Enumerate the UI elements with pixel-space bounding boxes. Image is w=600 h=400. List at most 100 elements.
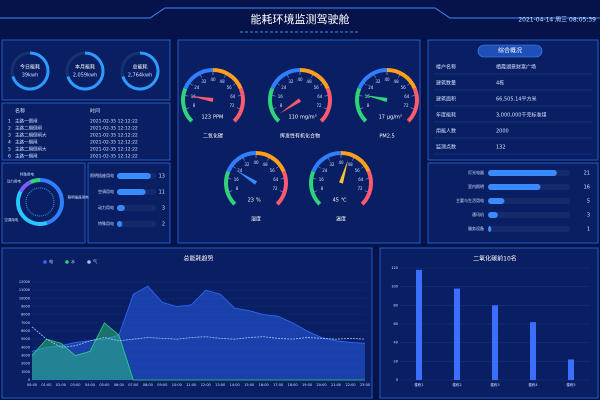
- gauge-tick-label: 24: [368, 85, 374, 90]
- x-tick-label: 19:00: [302, 383, 312, 387]
- bar: [117, 173, 151, 179]
- gauge-tick-label: 8: [321, 186, 324, 191]
- panel-trend: [1, 247, 373, 399]
- gauge-label: 二氧化碳: [203, 133, 223, 140]
- bar-value: 1: [587, 227, 590, 233]
- y-tick-label: 11000: [19, 288, 30, 292]
- gauge-tick-label: 32: [201, 79, 207, 84]
- gauge-band: [319, 87, 332, 123]
- y-tick-label: 80: [394, 303, 398, 307]
- panel-overview: [427, 39, 599, 161]
- donut-label: 照明插座用电: [68, 195, 89, 200]
- gauge-band: [224, 170, 237, 206]
- bar-label: 照明插座用电: [90, 172, 114, 178]
- bar-label: 通讯机: [472, 211, 484, 217]
- donut-slice: [16, 190, 48, 226]
- gauge-tick-label: 40: [384, 77, 390, 82]
- x-tick-label: 00:00: [27, 383, 37, 387]
- gauge-unit: ℃: [341, 198, 347, 204]
- bar-track: [488, 198, 570, 204]
- gauge-tick: [328, 157, 330, 161]
- gauge-tick-label: 16: [319, 177, 325, 182]
- y-tick-label: 7000: [21, 321, 30, 325]
- gauge-tick-label: 16: [365, 94, 371, 99]
- chart-title: 总能耗趋势: [183, 255, 213, 263]
- gauge-tick: [311, 74, 313, 78]
- gauge-unit: %: [256, 198, 261, 204]
- gauge-band: [340, 151, 371, 173]
- gauge-tick: [318, 166, 321, 169]
- gauge-band: [357, 68, 388, 90]
- gauge-tick-label: 32: [329, 162, 335, 167]
- overview-value: 66,505.14平方米: [496, 96, 536, 103]
- overview-key: 建筑数量: [436, 80, 456, 87]
- x-tick-label: 03:00: [70, 383, 80, 387]
- gauge-tick: [233, 83, 236, 86]
- gauge-tick: [364, 190, 368, 192]
- overview-key: 年度能耗: [436, 112, 456, 119]
- gauge-band: [270, 68, 301, 90]
- x-tick-label: 15:00: [244, 383, 254, 387]
- gauge-needle: [189, 95, 214, 102]
- bar-value: 2: [162, 222, 165, 228]
- gauge-tick-label: 16: [278, 94, 284, 99]
- y-tick-label: 12000: [19, 280, 30, 284]
- gauge-tick: [277, 83, 280, 86]
- gauge-tick: [410, 107, 414, 109]
- bar-label: 动力用电: [98, 204, 114, 210]
- x-tick-label: 17:00: [273, 383, 283, 387]
- table-header: 时间: [90, 108, 100, 115]
- gauge-band: [232, 87, 245, 123]
- overview-value: 栖霞湖景财富广场: [496, 64, 536, 71]
- gauge-needle: [363, 94, 388, 102]
- x-tick-label: 20:00: [317, 383, 327, 387]
- area-line: [31, 322, 365, 381]
- gauge-tick: [229, 190, 233, 192]
- legend-swatch: [43, 260, 47, 264]
- bar: [492, 305, 498, 380]
- gauge-band: [355, 87, 368, 123]
- gauge-band: [181, 87, 194, 123]
- y-tick-label: 10000: [19, 296, 30, 300]
- gauge-value: 110: [288, 115, 298, 121]
- gauge-tick: [233, 166, 236, 169]
- line: [31, 326, 366, 348]
- ring-label: 今日能耗: [20, 64, 40, 71]
- gauge-tick-label: 48: [348, 162, 354, 167]
- bar: [416, 269, 422, 380]
- y-tick-label: 2000: [21, 362, 30, 366]
- gauge-tick: [200, 74, 202, 78]
- table-cell: 主路二期倒闸: [15, 125, 42, 132]
- gauge-tick: [279, 190, 283, 192]
- gauge-tick-label: 64: [230, 94, 236, 99]
- gauge-tick-label: 24: [322, 168, 328, 173]
- gauge-tick: [190, 83, 193, 86]
- bar: [568, 359, 574, 380]
- table-cell: 2021-02-35 12:12:22: [90, 133, 138, 139]
- x-tick-label: 23:00: [360, 383, 370, 387]
- area-fill: [32, 322, 365, 380]
- x-tick-label: 楼栋3: [490, 382, 499, 387]
- panel-events: [1, 102, 171, 161]
- table-cell: 主路二期倒闸大: [15, 132, 47, 139]
- gauge-tick-label: 56: [355, 168, 361, 173]
- table-cell: 1: [8, 119, 11, 125]
- gauge-needle: [235, 170, 258, 185]
- donut-slice: [29, 178, 41, 184]
- y-tick-label: 40: [394, 341, 398, 345]
- table-cell: 主路二期倒闸大: [15, 146, 47, 153]
- gauge-band: [386, 68, 417, 90]
- gauge-tick-label: 56: [270, 168, 276, 173]
- overview-value: 2000: [496, 129, 509, 135]
- gauge-band: [226, 151, 257, 173]
- bar-value: 5: [587, 199, 590, 205]
- gauge-band: [360, 170, 373, 206]
- x-tick-label: 楼栋1: [414, 382, 423, 387]
- ring-value: 39kwh: [22, 73, 39, 79]
- donut-inner: [25, 187, 55, 217]
- table-cell: 2021-02-35 12:12:22: [90, 119, 138, 125]
- gauge-unit: PPM: [213, 115, 223, 121]
- bar-track: [488, 212, 570, 218]
- gauge-value: 45: [333, 198, 339, 204]
- area-fill: [32, 286, 365, 380]
